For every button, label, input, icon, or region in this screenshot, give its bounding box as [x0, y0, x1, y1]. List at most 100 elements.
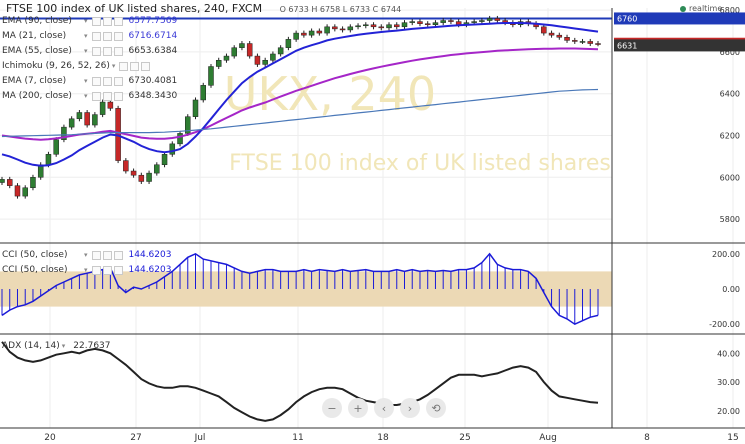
candle-body[interactable]	[200, 85, 206, 101]
candle-body[interactable]	[76, 112, 83, 120]
candle-body[interactable]	[68, 118, 75, 128]
candle-body[interactable]	[123, 160, 129, 172]
eye-icon[interactable]	[91, 250, 101, 260]
candle-body[interactable]	[332, 26, 338, 30]
zoom-in-icon[interactable]: +	[348, 398, 368, 418]
price-legend-row[interactable]: EMA (55, close) ▾ 6653.6384	[2, 44, 177, 58]
candle-body[interactable]	[223, 55, 230, 61]
delete-icon[interactable]	[141, 61, 151, 71]
candle-body[interactable]	[239, 43, 245, 48]
candle-body[interactable]	[84, 112, 90, 126]
candle-body[interactable]	[6, 179, 13, 186]
cci-legend-row[interactable]: CCI (50, close) ▾ 144.6203	[2, 263, 171, 277]
settings-icon[interactable]	[102, 31, 112, 41]
candle-body[interactable]	[107, 101, 114, 109]
candle-body[interactable]	[386, 24, 392, 29]
candle-body[interactable]	[417, 21, 423, 24]
eye-icon[interactable]	[91, 46, 101, 56]
eye-icon[interactable]	[91, 31, 101, 41]
eye-icon[interactable]	[119, 61, 129, 71]
chevron-down-icon[interactable]: ▾	[84, 266, 88, 274]
cci-panel[interactable]	[0, 252, 612, 326]
price-legend-row[interactable]: EMA (90, close) ▾ 6577.7569	[2, 14, 177, 28]
candle-body[interactable]	[564, 37, 570, 41]
candle-body[interactable]	[448, 20, 454, 22]
candle-body[interactable]	[293, 32, 299, 40]
candle-body[interactable]	[355, 25, 361, 28]
candle-body[interactable]	[254, 55, 261, 65]
candle-body[interactable]	[92, 114, 98, 126]
candle-body[interactable]	[30, 177, 36, 188]
candle-body[interactable]	[424, 23, 431, 25]
candle-body[interactable]	[285, 39, 292, 48]
chevron-down-icon[interactable]: ▾	[61, 342, 66, 350]
delete-icon[interactable]	[113, 91, 123, 101]
price-legend-row[interactable]: Ichimoku (9, 26, 52, 26) ▾	[2, 59, 156, 73]
settings-icon[interactable]	[102, 16, 112, 26]
settings-icon[interactable]	[102, 46, 112, 56]
candle-body[interactable]	[324, 26, 330, 34]
candle-body[interactable]	[339, 28, 346, 31]
settings-icon[interactable]	[102, 265, 112, 275]
candle-body[interactable]	[262, 60, 268, 65]
candle-body[interactable]	[246, 43, 253, 57]
candle-body[interactable]	[370, 24, 377, 28]
candle-body[interactable]	[185, 116, 191, 134]
candle-body[interactable]	[432, 22, 439, 25]
candle-body[interactable]	[409, 21, 415, 23]
price-legend-row[interactable]: MA (200, close) ▾ 6348.3430	[2, 89, 177, 103]
candle-body[interactable]	[169, 143, 176, 155]
eye-icon[interactable]	[91, 91, 101, 101]
eye-icon[interactable]	[91, 76, 101, 86]
price-panel[interactable]	[0, 15, 612, 199]
price-legend-row[interactable]: MA (21, close) ▾ 6716.6714	[2, 29, 177, 43]
cci-legend-row[interactable]: CCI (50, close) ▾ 144.6203	[2, 248, 171, 262]
reset-icon[interactable]: ⟲	[426, 398, 446, 418]
candle-body[interactable]	[595, 43, 601, 45]
candle-body[interactable]	[301, 32, 307, 36]
eye-icon[interactable]	[91, 265, 101, 275]
candle-body[interactable]	[494, 18, 501, 21]
candle-body[interactable]	[215, 60, 222, 67]
chevron-down-icon[interactable]: ▾	[84, 77, 88, 85]
candle-body[interactable]	[440, 20, 446, 23]
candle-body[interactable]	[14, 185, 21, 197]
delete-icon[interactable]	[113, 265, 123, 275]
chevron-down-icon[interactable]: ▾	[84, 32, 88, 40]
candle-body[interactable]	[277, 47, 284, 55]
chevron-down-icon[interactable]: ▾	[111, 62, 116, 70]
candle-body[interactable]	[37, 164, 44, 178]
delete-icon[interactable]	[113, 76, 123, 86]
candle-body[interactable]	[378, 26, 385, 29]
candle-body[interactable]	[308, 30, 315, 36]
delete-icon[interactable]	[113, 46, 123, 56]
candle-body[interactable]	[579, 41, 586, 43]
candle-body[interactable]	[208, 66, 214, 86]
candle-body[interactable]	[572, 40, 578, 42]
eye-icon[interactable]	[91, 16, 101, 26]
candle-body[interactable]	[486, 18, 493, 21]
settings-icon[interactable]	[102, 91, 112, 101]
candle-body[interactable]	[541, 26, 547, 34]
settings-icon[interactable]	[102, 76, 112, 86]
zoom-out-icon[interactable]: −	[322, 398, 342, 418]
scroll-left-icon[interactable]: ‹	[374, 398, 394, 418]
price-legend-row[interactable]: EMA (7, close) ▾ 6730.4081	[2, 74, 177, 88]
chevron-down-icon[interactable]: ▾	[84, 17, 88, 25]
candle-body[interactable]	[45, 154, 52, 166]
candle-body[interactable]	[146, 172, 152, 182]
candle-body[interactable]	[479, 20, 485, 22]
settings-icon[interactable]	[102, 250, 112, 260]
chevron-down-icon[interactable]: ▾	[84, 251, 88, 259]
settings-icon[interactable]	[130, 61, 140, 71]
candle-body[interactable]	[53, 139, 59, 155]
scroll-right-icon[interactable]: ›	[400, 398, 420, 418]
candle-body[interactable]	[154, 164, 160, 174]
candle-body[interactable]	[401, 22, 408, 28]
delete-icon[interactable]	[113, 16, 123, 26]
candle-body[interactable]	[548, 32, 555, 36]
candle-body[interactable]	[177, 133, 183, 145]
chevron-down-icon[interactable]: ▾	[84, 92, 88, 100]
candle-body[interactable]	[556, 34, 563, 38]
candle-body[interactable]	[99, 101, 106, 115]
